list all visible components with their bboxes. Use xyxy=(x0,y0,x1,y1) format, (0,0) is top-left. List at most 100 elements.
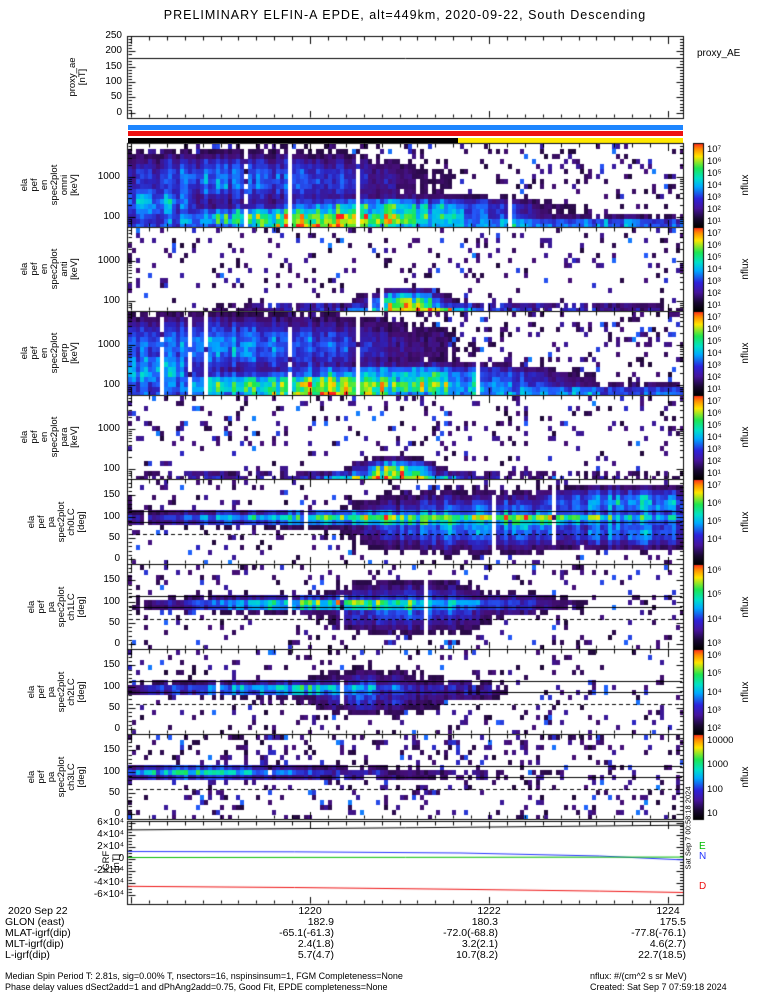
spec-canvas-omni xyxy=(128,144,683,227)
colorbar-title-ch1LC: nflux xyxy=(739,595,751,618)
ytick-label-igrf: 6×10⁴ xyxy=(97,817,124,828)
annotation-value: 4.6(2.7) xyxy=(649,938,686,950)
ytick-label-igrf: -6×10⁴ xyxy=(93,889,124,901)
ytick-label-omni: 100 xyxy=(103,210,120,222)
ytick-label-igrf: -2×10⁴ xyxy=(93,865,124,877)
spec-canvas-anti xyxy=(128,228,683,311)
ytick-label-ch1LC: 50 xyxy=(108,616,120,628)
colorbar-label-ch3LC: 100 xyxy=(707,783,723,795)
annotation-row-label: GLON (east) xyxy=(5,916,65,928)
ytick-label-ch2LC: 50 xyxy=(108,701,120,713)
colorbar-title-perp: nflux xyxy=(739,342,751,364)
ytick-label-ch0LC: 150 xyxy=(103,489,120,501)
footer-phase-delay: Phase delay values dSect2add=1 and dPhAn… xyxy=(5,982,388,992)
ytick-label-ch3LC: 100 xyxy=(103,765,120,777)
igrf-series-label-D: D xyxy=(699,880,707,892)
colorbar-label-para: 10⁵ xyxy=(707,420,722,431)
colorbar-label-ch1LC: 10⁵ xyxy=(707,589,722,601)
colorbar-label-ch2LC: 10³ xyxy=(707,704,721,716)
colorbar-label-ch3LC: 10 xyxy=(707,808,718,819)
colorbar-label-omni: 10² xyxy=(707,204,721,215)
xtick-label: 1224 xyxy=(656,905,680,917)
annotation-row-label: MLT-igrf(dip) xyxy=(5,938,64,950)
ytick-label-proxy: 100 xyxy=(105,76,122,88)
colorbar-label-ch0LC: 10⁴ xyxy=(707,534,722,546)
ytick-label-proxy: 50 xyxy=(110,91,122,103)
xtick-label: 1220 xyxy=(298,905,322,917)
colorbar-label-perp: 10⁷ xyxy=(707,312,722,323)
ytick-label-proxy: 0 xyxy=(116,106,122,118)
xtick-label: 1222 xyxy=(477,905,501,917)
colorbar-label-ch1LC: 10⁴ xyxy=(707,613,722,625)
colorbar-title-ch0LC: nflux xyxy=(739,510,751,533)
plot-title: PRELIMINARY ELFIN-A EPDE, alt=449km, 202… xyxy=(163,8,647,22)
ytick-label-ch0LC: 0 xyxy=(114,553,120,564)
colorbar-label-perp: 10⁶ xyxy=(707,324,722,335)
annotation-value: 10.7(8.2) xyxy=(455,949,498,961)
ytick-label-ch2LC: 100 xyxy=(103,680,120,692)
flag-strip-red xyxy=(128,131,683,136)
footer-created: Created: Sat Sep 7 07:59:18 2024 xyxy=(590,982,727,992)
ytick-label-para: 1000 xyxy=(97,422,120,434)
ytick-label-ch0LC: 100 xyxy=(103,510,120,522)
annotation-row-label: MLAT-igrf(dip) xyxy=(5,927,71,939)
colorbar-label-ch2LC: 10⁴ xyxy=(707,686,722,698)
colorbar-label-omni: 10⁷ xyxy=(707,144,722,155)
colorbar-title-ch3LC: nflux xyxy=(739,765,751,788)
ytick-label-ch1LC: 150 xyxy=(103,574,120,586)
flag-strip-black-yellow-seg1 xyxy=(458,138,683,143)
colorbar-label-omni: 10¹ xyxy=(707,216,721,227)
annotation-row-label: L-igrf(dip) xyxy=(5,949,50,961)
colorbar-label-perp: 10² xyxy=(707,372,721,383)
ytick-label-perp: 100 xyxy=(103,378,120,390)
ytick-label-ch3LC: 0 xyxy=(114,808,120,819)
colorbar-label-perp: 10³ xyxy=(707,360,721,371)
colorbar-label-para: 10² xyxy=(707,456,721,467)
annotation-value: -65.1(-61.3) xyxy=(279,927,334,939)
flag-strip-black-yellow-seg0 xyxy=(128,138,458,143)
colorbar-title-omni: nflux xyxy=(739,174,751,196)
colorbar-label-para: 10⁴ xyxy=(707,432,722,443)
colorbar-label-perp: 10¹ xyxy=(707,384,721,395)
ytick-label-igrf: 0 xyxy=(118,853,124,864)
annotation-value: 5.7(4.7) xyxy=(297,949,334,961)
ytick-label-ch0LC: 50 xyxy=(108,531,120,543)
ytick-label-omni: 1000 xyxy=(97,170,120,182)
ytick-label-proxy: 200 xyxy=(105,45,122,57)
ytick-label-ch3LC: 50 xyxy=(108,786,120,798)
colorbar-title-para: nflux xyxy=(739,426,751,448)
colorbar-label-perp: 10⁴ xyxy=(707,348,722,359)
colorbar-label-ch1LC: 10³ xyxy=(707,638,721,649)
annotation-value: 175.5 xyxy=(659,916,686,928)
proxy-ae-right-label: proxy_AE xyxy=(697,48,741,59)
colorbar-label-anti: 10¹ xyxy=(707,300,721,311)
ytick-label-igrf: 4×10⁴ xyxy=(97,829,124,840)
colorbar-label-ch2LC: 10⁶ xyxy=(707,650,722,661)
colorbar-label-ch0LC: 10⁶ xyxy=(707,498,722,510)
colorbar-title-ch2LC: nflux xyxy=(739,680,751,703)
spec-canvas-perp xyxy=(128,312,683,395)
colorbar-label-para: 10³ xyxy=(707,444,721,455)
ytick-label-proxy: 250 xyxy=(105,30,122,42)
spec-canvas-para xyxy=(128,396,683,479)
colorbar-label-ch2LC: 10⁵ xyxy=(707,668,722,680)
ytick-label-perp: 1000 xyxy=(97,338,120,350)
annotation-value: -77.8(-76.1) xyxy=(631,927,686,939)
igrf-series-label-N: N xyxy=(699,850,707,862)
colorbar-label-ch2LC: 10² xyxy=(707,723,721,734)
colorbar-label-anti: 10⁶ xyxy=(707,240,722,251)
ytick-label-ch1LC: 0 xyxy=(114,638,120,649)
igrf-series-label-E: E xyxy=(699,840,706,852)
spec-canvas-ch3LC xyxy=(128,735,683,819)
annotation-value: 180.3 xyxy=(471,916,498,928)
ytick-label-igrf: 2×10⁴ xyxy=(97,841,124,852)
footer-spin-period: Median Spin Period T: 2.81s, sig=0.00% T… xyxy=(5,971,403,981)
flag-strip-blue xyxy=(128,125,683,130)
colorbar-label-omni: 10⁵ xyxy=(707,168,722,179)
colorbar-label-para: 10¹ xyxy=(707,468,721,479)
colorbar-label-anti: 10⁴ xyxy=(707,264,722,275)
spec-canvas-ch0LC xyxy=(128,480,683,564)
colorbar-label-anti: 10⁵ xyxy=(707,252,722,263)
colorbar-label-ch3LC: 1000 xyxy=(707,759,729,771)
